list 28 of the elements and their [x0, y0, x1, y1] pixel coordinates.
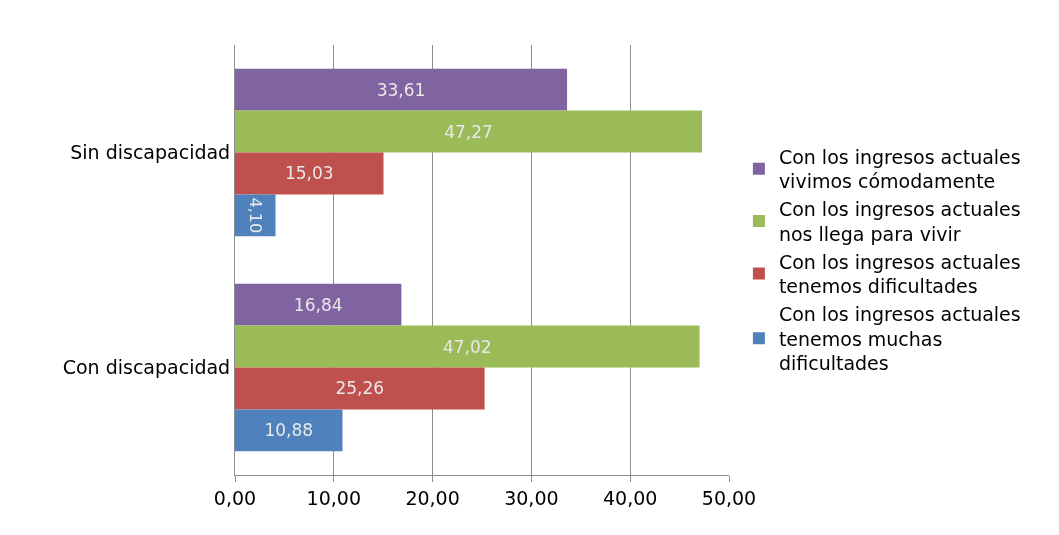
x-tick-label: 20,00: [405, 486, 460, 509]
bar: [235, 283, 402, 326]
legend-label: Con los ingresos actuales tenemos dificultades: [778, 250, 1021, 298]
x-tick-label: 50,00: [701, 486, 757, 509]
bar: [235, 367, 485, 410]
data-label: 16,84: [293, 294, 343, 315]
y-tick-label: Sin discapacidad: [70, 141, 231, 164]
data-label: 33,61: [376, 79, 426, 100]
data-label: 4,10: [245, 197, 265, 234]
legend-label: Con los ingresos actuales tenemos muchas dificultades: [778, 302, 1021, 375]
x-tick-label: 0,00: [213, 486, 257, 509]
y-tick-label: Con discapacidad: [62, 356, 231, 379]
legend-label: Con los ingresos actuales nos llega para vivir: [778, 198, 1021, 245]
bar: [235, 194, 276, 237]
bar: [235, 110, 703, 153]
bar: [235, 68, 568, 111]
data-label: 10,88: [264, 420, 314, 441]
data-label: 25,26: [335, 378, 385, 399]
x-tick-label: 40,00: [603, 486, 658, 509]
data-label: 47,02: [442, 336, 492, 357]
bar: [235, 325, 700, 368]
bar: [235, 409, 343, 452]
data-label: 47,27: [444, 121, 493, 142]
data-label: 15,03: [284, 163, 334, 184]
x-tick-label: 30,00: [504, 486, 559, 509]
x-tick-label: 10,00: [306, 486, 361, 509]
bar: [235, 152, 384, 195]
legend-label: Con los ingresos actuales vivimos cómodamente: [778, 145, 1021, 193]
